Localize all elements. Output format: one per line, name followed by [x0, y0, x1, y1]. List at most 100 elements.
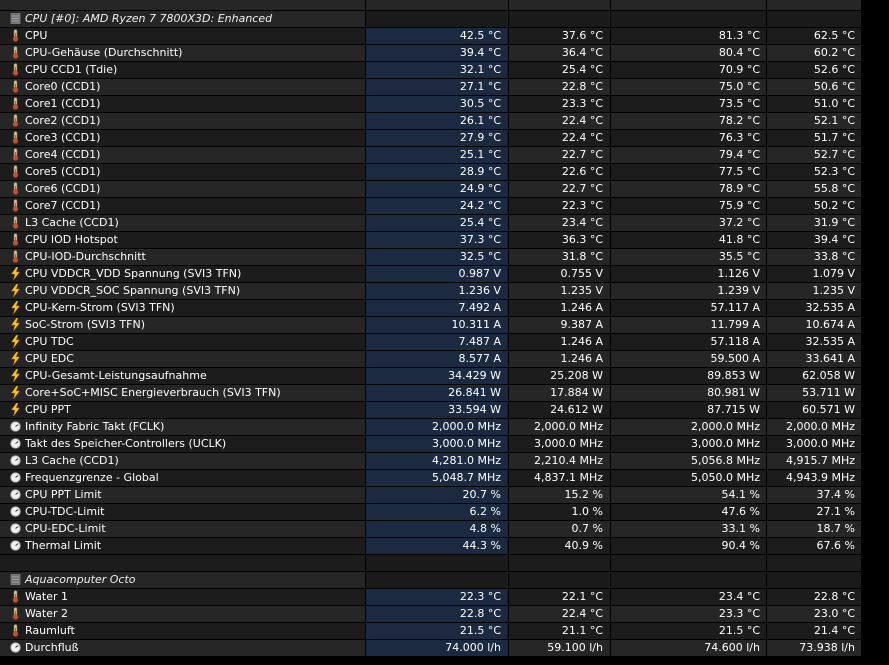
sensor-row[interactable]: CPU-TDC-Limit 6.2 % 1.0 % 47.6 % 27.1 % [0, 504, 861, 521]
column-divider[interactable] [508, 0, 509, 665]
thermometer-icon [10, 623, 21, 637]
minimum-value: 40.9 % [564, 539, 603, 552]
current-value: 0.987 V [366, 266, 507, 282]
maximum-value: 87.715 W [707, 403, 760, 416]
group-header[interactable]: Aquacomputer Octo [0, 572, 861, 589]
sensor-row[interactable]: CPU-EDC-Limit 4.8 % 0.7 % 33.1 % 18.7 % [0, 521, 861, 538]
scrollbar-track[interactable] [861, 0, 889, 665]
sensor-name: CPU-TDC-Limit [25, 505, 105, 518]
average-value: 31.9 °C [813, 216, 855, 229]
current-value: 4,281.0 MHz [366, 453, 507, 469]
sensor-name: Core1 (CCD1) [25, 97, 101, 110]
sensor-name: CPU-EDC-Limit [25, 522, 106, 535]
sensor-row[interactable]: SoC-Strom (SVI3 TFN) 10.311 A 9.387 A 11.79… [0, 317, 861, 334]
current-value: 33.594 W [366, 402, 507, 418]
sensor-row[interactable]: Core1 (CCD1) 30.5 °C 23.3 °C 73.5 °C 51.0 °C [0, 96, 861, 113]
sensor-row[interactable]: Durchfluß 74.000 l/h 59.100 l/h 74.600 l/h 7… [0, 640, 861, 657]
maximum-value: 89.853 W [707, 369, 760, 382]
sensor-name-cell: Infinity Fabric Takt (FCLK) [10, 419, 365, 435]
current-value: 6.2 % [366, 504, 507, 520]
average-value: 32.535 A [805, 301, 855, 314]
sensor-row[interactable]: CPU 42.5 °C 37.6 °C 81.3 °C 62.5 °C [0, 28, 861, 45]
sensor-row[interactable]: CPU CCD1 (Tdie) 32.1 °C 25.4 °C 70.9 °C 52.6… [0, 62, 861, 79]
sensor-row[interactable]: Water 2 22.8 °C 22.4 °C 23.3 °C 23.0 °C [0, 606, 861, 623]
column-divider[interactable] [365, 0, 366, 665]
sensor-row[interactable]: CPU-Gesamt-Leistungsaufnahme 34.429 W 25.2… [0, 368, 861, 385]
sensor-name: CPU-Gesamt-Leistungsaufnahme [25, 369, 207, 382]
sensor-row[interactable]: CPU PPT Limit 20.7 % 15.2 % 54.1 % 37.4 % [0, 487, 861, 504]
group-header-cell [366, 11, 507, 27]
current-value: 8.577 A [366, 351, 507, 367]
sensor-row[interactable]: Core0 (CCD1) 27.1 °C 22.8 °C 75.0 °C 50.6 °C [0, 79, 861, 96]
group-title: Aquacomputer Octo [25, 573, 136, 586]
column-divider[interactable] [610, 0, 611, 665]
gauge-icon [10, 437, 21, 450]
sensor-name: Core0 (CCD1) [25, 80, 101, 93]
minimum-value: 9.387 A [560, 318, 603, 331]
sensor-name-cell: CPU CCD1 (Tdie) [10, 62, 365, 78]
current-value: 1.236 V [366, 283, 507, 299]
group-header-cell [509, 11, 609, 27]
gauge-icon [10, 641, 21, 654]
sensor-row[interactable]: L3 Cache (CCD1) 25.4 °C 23.4 °C 37.2 °C 31.9… [0, 215, 861, 232]
sensor-row[interactable]: Infinity Fabric Takt (FCLK) 2,000.0 MHz 2,… [0, 419, 861, 436]
sensor-name: CPU EDC [25, 352, 74, 365]
sensor-row[interactable]: CPU VDDCR_VDD Spannung (SVI3 TFN) 0.987 V… [0, 266, 861, 283]
sensor-row[interactable]: Thermal Limit 44.3 % 40.9 % 90.4 % 67.6 % [0, 538, 861, 555]
sensor-row[interactable]: CPU IOD Hotspot 37.3 °C 36.3 °C 41.8 °C 39.4… [0, 232, 861, 249]
sensor-row[interactable]: Frequenzgrenze - Global 5,048.7 MHz 4,837.… [0, 470, 861, 487]
sensor-row[interactable]: Core5 (CCD1) 28.9 °C 22.6 °C 77.5 °C 52.3 °C [0, 164, 861, 181]
average-value: 33.641 A [805, 352, 855, 365]
current-value: 74.000 l/h [366, 640, 507, 656]
current-value: 34.429 W [366, 368, 507, 384]
current-value: 7.487 A [366, 334, 507, 350]
sensor-name: SoC-Strom (SVI3 TFN) [25, 318, 145, 331]
current-value: 25.1 °C [366, 147, 507, 163]
sensor-row[interactable]: Core2 (CCD1) 26.1 °C 22.4 °C 78.2 °C 52.1 °C [0, 113, 861, 130]
sensor-name: Core4 (CCD1) [25, 148, 101, 161]
sensor-row[interactable]: CPU PPT 33.594 W 24.612 W 87.715 W 60.571 W [0, 402, 861, 419]
sensor-name-cell: Water 2 [10, 606, 365, 622]
thermometer-icon [10, 147, 21, 161]
maximum-value: 54.1 % [721, 488, 760, 501]
sensor-row[interactable]: Core7 (CCD1) 24.2 °C 22.3 °C 75.9 °C 50.2 °C [0, 198, 861, 215]
sensor-name-cell: CPU PPT [10, 402, 365, 418]
sensor-row[interactable]: CPU-Kern-Strom (SVI3 TFN) 7.492 A 1.246 A 5… [0, 300, 861, 317]
sensor-row[interactable]: Core3 (CCD1) 27.9 °C 22.4 °C 76.3 °C 51.7 °C [0, 130, 861, 147]
current-value: 4.8 % [366, 521, 507, 537]
maximum-value: 73.5 °C [718, 97, 760, 110]
sensor-row[interactable]: Core4 (CCD1) 25.1 °C 22.7 °C 79.4 °C 52.7 °C [0, 147, 861, 164]
average-value: 37.4 % [816, 488, 855, 501]
sensor-name-cell: Thermal Limit [10, 538, 365, 554]
sensor-row[interactable]: CPU VDDCR_SOC Spannung (SVI3 TFN) 1.236 V… [0, 283, 861, 300]
group-header-cell [611, 11, 766, 27]
average-value: 53.711 W [802, 386, 855, 399]
sensor-row[interactable]: CPU-IOD-Durchschnitt 32.5 °C 31.8 °C 35.5 °… [0, 249, 861, 266]
column-divider[interactable] [766, 0, 767, 665]
sensor-name-cell: CPU [10, 28, 365, 44]
group-header[interactable]: CPU [#0]: AMD Ryzen 7 7800X3D: Enhanced [0, 11, 861, 28]
sensor-row[interactable]: Core6 (CCD1) 24.9 °C 22.7 °C 78.9 °C 55.8 °C [0, 181, 861, 198]
sensor-row[interactable]: Takt des Speicher-Controllers (UCLK) 3,00… [0, 436, 861, 453]
average-value: 52.7 °C [813, 148, 855, 161]
sensor-name-cell: Core0 (CCD1) [10, 79, 365, 95]
current-value: 44.3 % [366, 538, 507, 554]
sensor-name-cell: CPU IOD Hotspot [10, 232, 365, 248]
sensor-row[interactable]: CPU-Gehäuse (Durchschnitt) 39.4 °C 36.4 °C… [0, 45, 861, 62]
sensor-row[interactable]: CPU TDC 7.487 A 1.246 A 57.118 A 32.535 A [0, 334, 861, 351]
minimum-value: 1.246 A [560, 301, 603, 314]
current-value: 10.311 A [366, 317, 507, 333]
sensor-row[interactable]: L3 Cache (CCD1) 4,281.0 MHz 2,210.4 MHz 5,0… [0, 453, 861, 470]
sensor-row[interactable]: Water 1 22.3 °C 22.1 °C 23.4 °C 22.8 °C [0, 589, 861, 606]
sensor-name-cell: Core3 (CCD1) [10, 130, 365, 146]
sensor-row[interactable]: CPU EDC 8.577 A 1.246 A 59.500 A 33.641 A [0, 351, 861, 368]
lightning-icon [10, 317, 21, 331]
thermometer-icon [10, 79, 21, 93]
sensor-row[interactable]: Raumluft 21.5 °C 21.1 °C 21.5 °C 21.4 °C [0, 623, 861, 640]
gauge-icon [10, 420, 21, 433]
sensor-row[interactable]: Core+SoC+MISC Energieverbrauch (SVI3 TFN… [0, 385, 861, 402]
sensor-name: CPU-Kern-Strom (SVI3 TFN) [25, 301, 175, 314]
minimum-value: 0.7 % [571, 522, 603, 535]
current-value: 21.5 °C [366, 623, 507, 639]
maximum-value: 1.239 V [717, 284, 760, 297]
